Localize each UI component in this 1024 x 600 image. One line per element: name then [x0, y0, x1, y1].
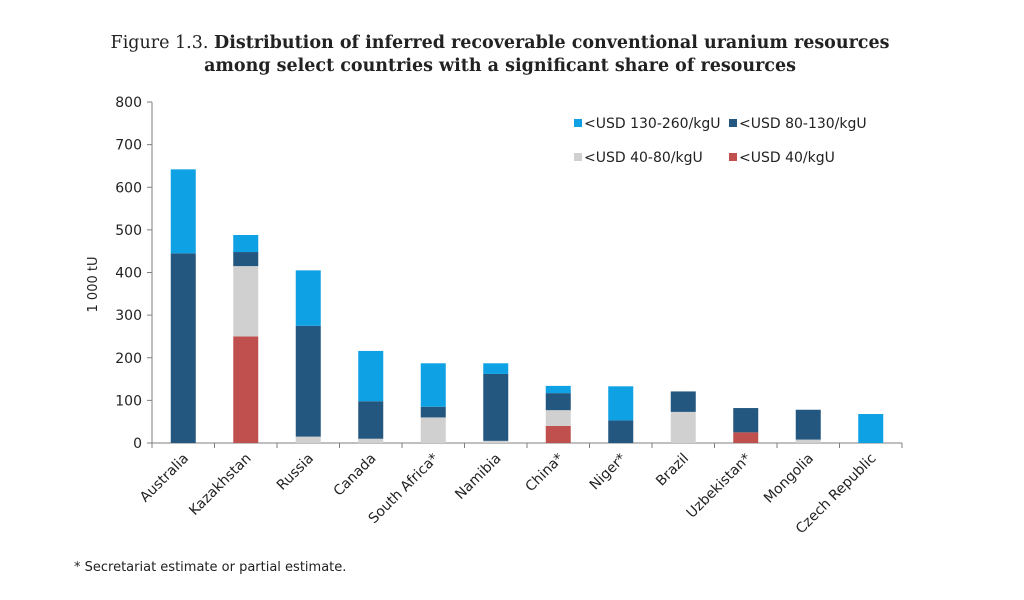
legend-swatch — [729, 119, 737, 127]
x-category-label: China* — [523, 451, 568, 496]
bar-segment — [670, 411, 696, 443]
bar-segment — [795, 439, 821, 443]
bar-segment — [295, 436, 321, 443]
bar-segment — [233, 252, 259, 267]
bar-segment — [545, 393, 571, 411]
x-category-label: Kazakhstan — [186, 451, 254, 519]
legend-swatch — [729, 153, 737, 161]
y-tick-label: 100 — [115, 393, 142, 409]
x-category-label: Russia — [274, 451, 317, 494]
title-line-1: Distribution of inferred recoverable con… — [214, 33, 890, 53]
bar-segment — [420, 406, 446, 418]
bar-segment — [795, 409, 821, 440]
bar-segment — [483, 373, 509, 441]
legend-label: <USD 80-130/kgU — [739, 116, 867, 132]
bar-segment — [233, 234, 259, 253]
y-tick-label: 0 — [133, 436, 142, 452]
y-axis-title: 1 000 tU — [86, 257, 101, 313]
bar-segment — [608, 420, 634, 443]
bar-segment — [545, 385, 571, 394]
bar-segment — [358, 401, 384, 439]
y-tick-label: 600 — [115, 180, 142, 196]
x-category-label: Brazil — [653, 451, 692, 490]
bar-segment — [608, 386, 634, 421]
chart-title: Figure 1.3. Distribution of inferred rec… — [0, 32, 1000, 78]
bar-segment — [483, 440, 509, 443]
x-category-label: Namibia — [452, 451, 504, 503]
bar-segment — [545, 410, 571, 426]
bar-segment — [858, 414, 884, 443]
legend-label: <USD 40/kgU — [739, 150, 835, 166]
bar-segment — [233, 336, 259, 443]
bar-segment — [545, 425, 571, 443]
bar-segment — [295, 325, 321, 437]
footnote: * Secretariat estimate or partial estima… — [74, 560, 347, 575]
legend-swatch — [574, 153, 582, 161]
bar-segment — [733, 432, 759, 443]
y-tick-label: 300 — [115, 308, 142, 324]
bar-segment — [420, 363, 446, 407]
y-tick-label: 700 — [115, 138, 142, 154]
title-line-2: among select countries with a significan… — [204, 56, 796, 76]
x-category-label: Canada — [331, 451, 380, 500]
legend-label: <USD 130-260/kgU — [584, 116, 721, 132]
bar-segment — [170, 253, 196, 443]
y-tick-label: 500 — [115, 223, 142, 239]
y-tick-label: 200 — [115, 351, 142, 367]
figure-label: Figure 1.3. — [110, 33, 209, 53]
x-category-label: Mongolia — [761, 451, 817, 507]
x-category-label: Uzbekistan* — [684, 451, 755, 522]
bar-segment — [420, 417, 446, 443]
legend-swatch — [574, 119, 582, 127]
x-category-label: Niger* — [587, 451, 630, 494]
bar-segment — [358, 350, 384, 402]
y-tick-label: 800 — [115, 95, 142, 111]
bar-segment — [233, 266, 259, 337]
bar-segment — [295, 270, 321, 326]
bar-segment — [733, 408, 759, 433]
bar-segment — [170, 169, 196, 254]
bar-segment — [483, 363, 509, 374]
x-category-label: Australia — [137, 451, 192, 506]
legend-label: <USD 40-80/kgU — [584, 150, 703, 166]
y-tick-label: 400 — [115, 266, 142, 282]
bar-segment — [670, 391, 696, 412]
bar-segment — [358, 438, 384, 443]
